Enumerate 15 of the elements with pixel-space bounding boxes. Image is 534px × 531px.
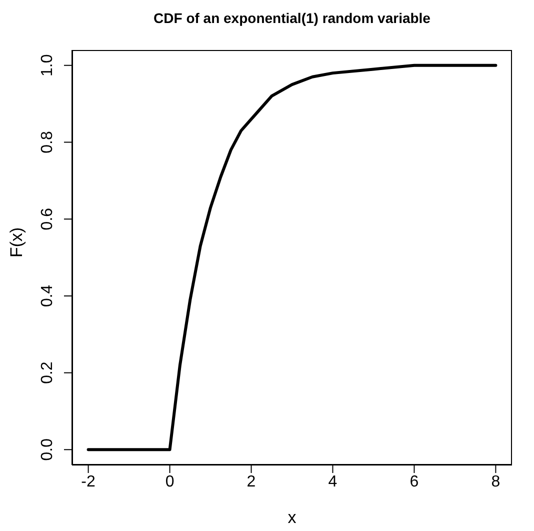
x-axis-title: x [288,508,297,527]
x-tick-label: 6 [410,473,419,490]
y-tick-label: 0.6 [39,208,56,230]
chart-title: CDF of an exponential(1) random variable [152,10,432,26]
x-tick-label: 4 [328,473,338,490]
x-tick-label: 8 [491,473,500,490]
y-axis-title: F(x) [7,227,26,258]
y-tick-label: 0.0 [39,438,56,461]
x-tick-label: 0 [165,473,174,490]
x-tick-label: -2 [81,473,96,490]
x-tick-label: 2 [246,473,256,490]
y-tick-label: 1.0 [39,54,56,76]
y-tick-label: 0.8 [39,131,56,154]
y-tick-label: 0.2 [39,362,56,384]
y-tick-label: 0.4 [39,284,56,308]
